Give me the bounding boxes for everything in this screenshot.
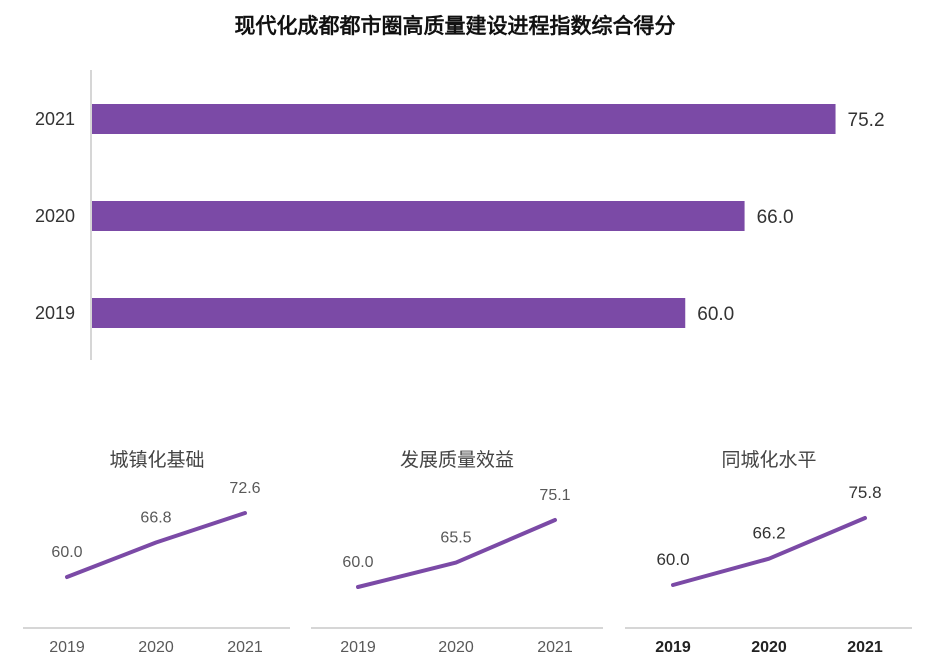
line-tick-label: 2020	[751, 639, 787, 656]
line-tick-label: 2021	[537, 639, 573, 656]
line-value-label: 66.8	[140, 509, 171, 526]
line-value-label: 75.1	[539, 487, 570, 504]
line-chart-title: 同城化水平	[721, 449, 816, 471]
main-title: 现代化成都都市圈高质量建设进程指数综合得分	[235, 14, 676, 38]
line-value-label: 60.0	[342, 554, 373, 571]
line-tick-label: 2019	[49, 639, 85, 656]
bar-value-label: 75.2	[848, 110, 885, 131]
bar-category-label: 2019	[35, 303, 75, 323]
line-tick-label: 2019	[655, 639, 691, 656]
line-tick-label: 2021	[227, 639, 263, 656]
bar-category-label: 2021	[35, 109, 75, 129]
line-value-label: 65.5	[440, 530, 471, 547]
line-value-label: 72.6	[229, 480, 260, 497]
line-chart-title: 城镇化基础	[109, 449, 204, 471]
line-tick-label: 2019	[340, 639, 376, 656]
bar-category-label: 2020	[35, 206, 75, 226]
line-value-label: 60.0	[656, 550, 689, 569]
bar-value-label: 66.0	[757, 207, 794, 228]
line-tick-label: 2020	[138, 639, 174, 656]
bar-value-label: 60.0	[697, 304, 734, 325]
line-tick-label: 2020	[438, 639, 474, 656]
bar-2020	[92, 201, 745, 231]
line-charts: 城镇化基础 60.0 2019 66.8 2020 72.6 2021 发展质量效益 60.0 2…	[23, 449, 912, 656]
bar-chart: 2021 75.2 2020 66.0 2019 60.0	[35, 70, 885, 360]
bar-2021	[92, 104, 836, 134]
bar-2019	[92, 298, 686, 328]
line-value-label: 60.0	[51, 544, 82, 561]
line-value-label: 75.8	[848, 483, 881, 502]
line-tick-label: 2021	[847, 639, 883, 656]
line-value-label: 66.2	[752, 524, 785, 543]
line-chart-title: 发展质量效益	[400, 449, 514, 471]
